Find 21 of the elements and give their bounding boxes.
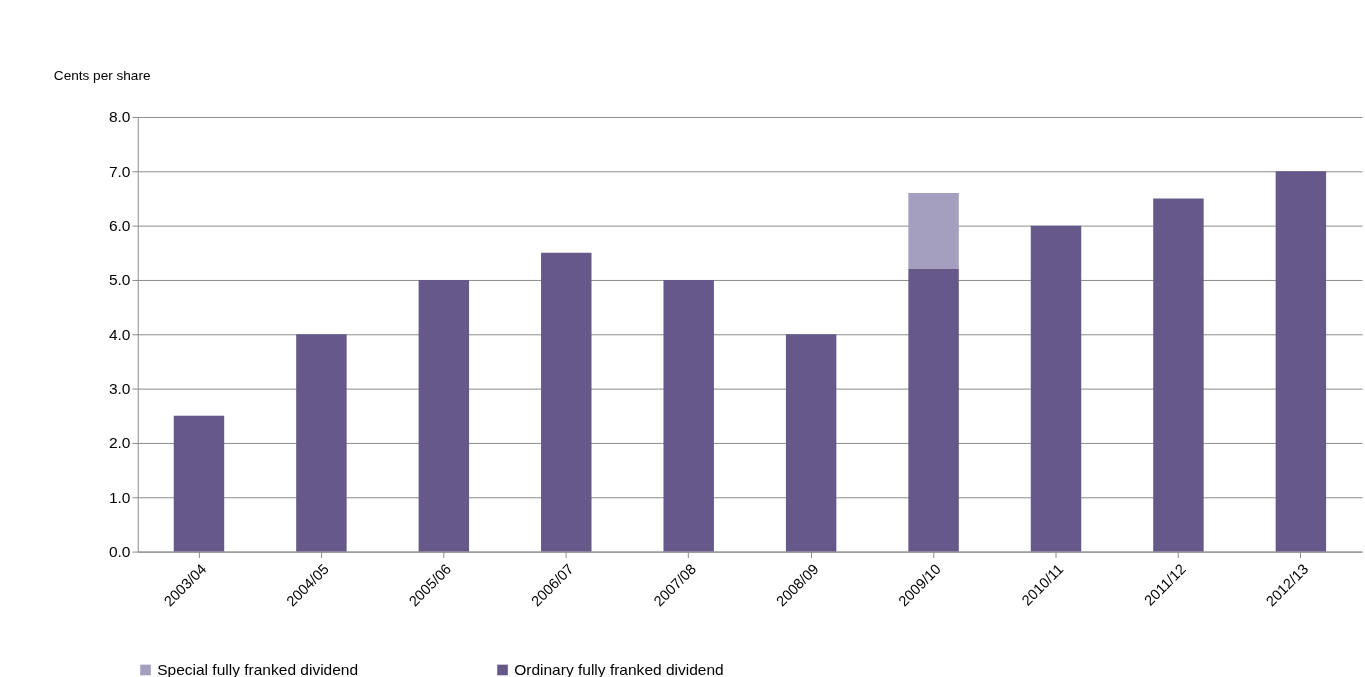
bar bbox=[663, 279, 714, 552]
bar bbox=[908, 269, 959, 552]
y-tick-label: 6.0 bbox=[108, 216, 131, 234]
bar bbox=[296, 334, 347, 552]
bar bbox=[541, 252, 592, 552]
y-tick-label: 7.0 bbox=[108, 162, 131, 180]
y-tick-label: 4.0 bbox=[108, 325, 131, 343]
y-tick-label: 0.0 bbox=[108, 542, 131, 560]
y-tick-label: 5.0 bbox=[108, 271, 131, 289]
bar bbox=[418, 279, 470, 552]
y-axis-title: Cents per share bbox=[53, 67, 151, 83]
y-tick-label: 1.0 bbox=[108, 488, 131, 506]
bar bbox=[1030, 225, 1082, 552]
bar bbox=[173, 415, 225, 552]
bar bbox=[908, 193, 959, 270]
y-tick-label: 2.0 bbox=[108, 434, 131, 452]
bar bbox=[1153, 198, 1204, 552]
y-tick-label: 3.0 bbox=[108, 379, 131, 397]
y-tick-label: 8.0 bbox=[108, 108, 131, 126]
bar bbox=[785, 334, 837, 552]
bar bbox=[1275, 171, 1327, 552]
